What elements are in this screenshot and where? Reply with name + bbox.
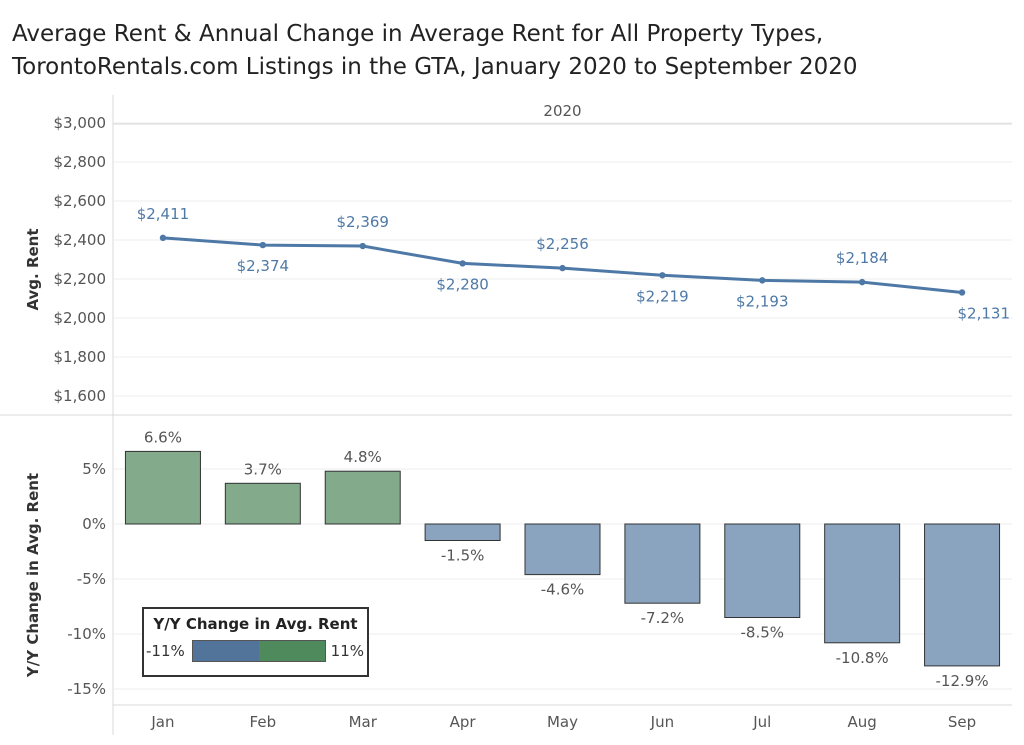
rent-point-label-apr: $2,280	[436, 275, 489, 293]
rent-point-label-jun: $2,219	[636, 287, 689, 305]
chart-title-line1: Average Rent & Annual Change in Average …	[12, 21, 824, 47]
rent-point-label-jan: $2,411	[137, 205, 190, 223]
yoy-bar-jul	[724, 523, 801, 618]
line-y-tick-label: $2,800	[54, 153, 107, 171]
yoy-bar-mar	[324, 470, 401, 525]
rent-point-label-may: $2,256	[536, 235, 589, 253]
yoy-bar-label-jul: -8.5%	[741, 624, 785, 642]
yoy-bar-label-feb: 3.7%	[244, 460, 282, 478]
rent-point-aug	[858, 278, 866, 286]
color-legend: Y/Y Change in Avg. Rent -11% 11%	[142, 607, 369, 677]
bar-y-tick-label: -15%	[67, 680, 106, 698]
line-y-tick-label: $2,200	[54, 270, 107, 288]
bar-y-tick-label: -5%	[77, 570, 106, 588]
rent-point-jan	[159, 234, 167, 242]
line-y-tick-label: $2,000	[54, 309, 107, 327]
rent-point-apr	[459, 260, 466, 267]
x-tick-label-jul: Jul	[752, 713, 771, 731]
rent-point-mar	[359, 242, 366, 250]
line-y-tick-label: $3,000	[54, 114, 107, 132]
rent-point-jul	[759, 277, 766, 284]
yoy-bar-aug	[824, 523, 901, 644]
line-y-axis-title: Avg. Rent	[24, 228, 42, 310]
rent-point-label-jul: $2,193	[736, 292, 789, 310]
line-y-tick-label: $1,800	[54, 348, 107, 366]
yoy-bar-jan	[124, 450, 201, 525]
x-tick-label-may: May	[547, 713, 578, 731]
legend-title: Y/Y Change in Avg. Rent	[153, 615, 358, 633]
line-y-tick-label: $2,600	[54, 192, 107, 210]
yoy-bar-feb	[224, 482, 301, 525]
yoy-bar-label-mar: 4.8%	[344, 448, 382, 466]
yoy-bar-apr	[424, 523, 501, 541]
legend-max-label: 11%	[330, 642, 364, 660]
x-tick-label-sep: Sep	[948, 713, 976, 731]
chart-title: Average Rent & Annual Change in Average …	[12, 18, 1012, 84]
x-tick-label-apr: Apr	[450, 713, 477, 731]
x-tick-label-feb: Feb	[250, 713, 277, 731]
yoy-bar-label-apr: -1.5%	[441, 547, 485, 565]
yoy-bar-label-aug: -10.8%	[836, 649, 889, 667]
legend-color-ramp	[192, 640, 326, 662]
yoy-bar-may	[524, 523, 601, 576]
yoy-bar-label-may: -4.6%	[541, 581, 585, 599]
bar-y-axis-title: Y/Y Change in Avg. Rent	[24, 473, 42, 678]
column-header-2020: 2020	[543, 102, 581, 120]
yoy-bar-label-jun: -7.2%	[641, 609, 685, 627]
yoy-bar-label-sep: -12.9%	[936, 672, 989, 690]
rent-point-label-aug: $2,184	[836, 249, 889, 267]
bar-y-tick-label: 0%	[82, 515, 106, 533]
legend-negative-swatch	[193, 641, 259, 661]
bar-y-tick-label: -10%	[67, 625, 106, 643]
yoy-bar-label-jan: 6.6%	[144, 428, 182, 446]
bar-y-tick-label: 5%	[82, 460, 106, 478]
rent-point-feb	[259, 241, 267, 249]
x-tick-label-aug: Aug	[848, 713, 877, 731]
line-y-tick-label: $2,400	[54, 231, 107, 249]
rent-point-sep	[958, 289, 966, 296]
x-tick-label-mar: Mar	[349, 713, 378, 731]
chart-title-line2: TorontoRentals.com Listings in the GTA, …	[12, 54, 858, 80]
yoy-bar-sep	[924, 523, 1001, 667]
legend-positive-swatch	[259, 641, 325, 661]
rent-point-label-sep: $2,131	[958, 304, 1011, 322]
x-tick-label-jun: Jun	[650, 713, 674, 731]
rent-point-label-feb: $2,374	[237, 257, 290, 275]
rent-point-may	[559, 264, 566, 272]
rent-point-jun	[659, 272, 666, 279]
line-y-tick-label: $1,600	[54, 387, 107, 405]
x-tick-label-jan: Jan	[150, 713, 174, 731]
rent-point-label-mar: $2,369	[336, 213, 389, 231]
legend-min-label: -11%	[146, 642, 185, 660]
yoy-bar-jun	[624, 523, 701, 604]
